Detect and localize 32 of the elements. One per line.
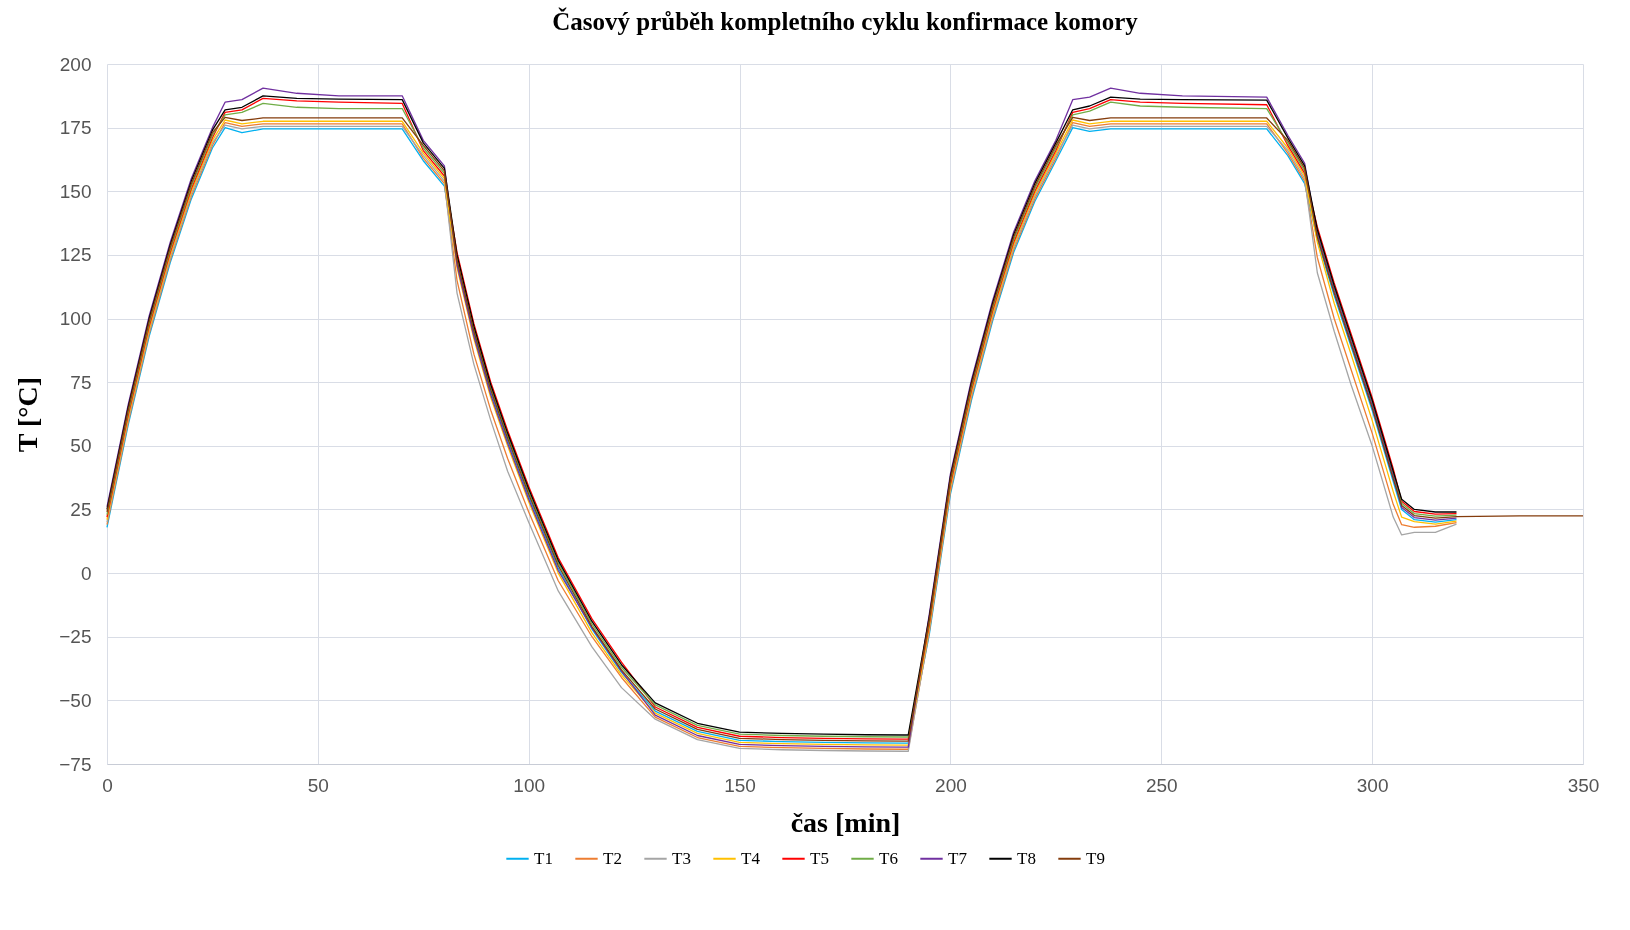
y-axis-title: T [°C] <box>12 376 44 453</box>
x-axis-title: čas [min] <box>790 806 901 838</box>
x-tick-label: 200 <box>935 774 967 796</box>
legend-label: T8 <box>1017 848 1036 868</box>
x-tick-label: 350 <box>1567 774 1600 796</box>
x-tick-label: 0 <box>102 774 113 796</box>
x-tick-label: 300 <box>1356 774 1389 796</box>
legend-label: T2 <box>603 848 622 868</box>
legend-label: T9 <box>1086 848 1105 868</box>
legend-label: T3 <box>672 848 691 868</box>
y-tick-label: −25 <box>59 626 92 648</box>
chart-title: Časový průběh kompletního cyklu konfirmace komory <box>552 7 1139 35</box>
legend-label: T1 <box>534 848 553 868</box>
x-tick-label: 250 <box>1145 774 1178 796</box>
y-tick-label: −50 <box>59 689 92 711</box>
y-tick-label: 100 <box>59 308 92 330</box>
legend-label: T5 <box>810 848 829 868</box>
y-tick-label: 150 <box>59 180 92 202</box>
y-tick-label: 200 <box>59 53 92 75</box>
x-tick-label: 150 <box>724 774 756 796</box>
x-tick-label: 100 <box>513 774 546 796</box>
y-tick-label: 50 <box>70 435 92 457</box>
y-tick-label: −75 <box>59 753 92 775</box>
x-tick-label: 50 <box>307 774 329 796</box>
y-tick-label: 75 <box>70 371 92 393</box>
y-tick-label: 25 <box>70 498 92 520</box>
y-tick-label: 125 <box>59 244 92 266</box>
y-tick-label: 0 <box>80 562 92 584</box>
legend-label: T4 <box>741 848 761 868</box>
y-tick-label: 175 <box>59 117 92 139</box>
legend-label: T7 <box>948 848 968 868</box>
legend-label: T6 <box>879 848 898 868</box>
